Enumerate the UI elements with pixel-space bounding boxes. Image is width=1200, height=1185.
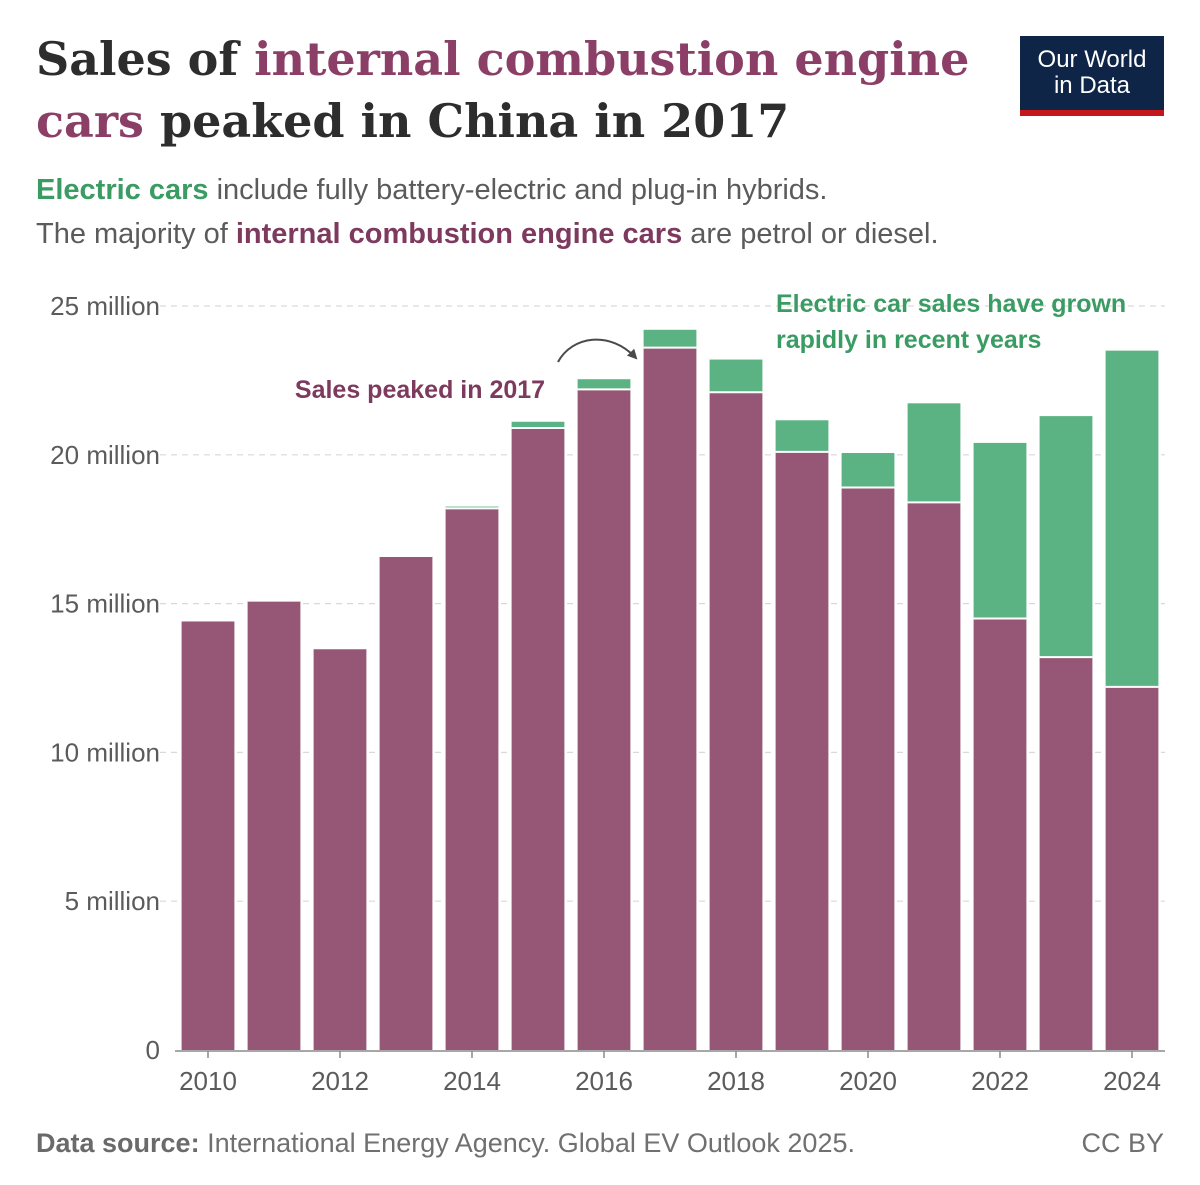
bar-ice-2012[interactable] (313, 648, 367, 1050)
title-part1: Sales of (36, 32, 255, 86)
license-link[interactable]: CC BY (1081, 1128, 1164, 1158)
chart-subtitle: Electric cars include fully battery-elec… (36, 168, 1156, 256)
x-tick-label: 2020 (839, 1066, 897, 1096)
x-tick-label: 2024 (1103, 1066, 1161, 1096)
annotations: Sales peaked in 2017 Electric car sales … (295, 290, 1126, 404)
footer-source: Data source: International Energy Agency… (36, 1128, 855, 1159)
bar-ice-2024[interactable] (1105, 686, 1159, 1050)
bar-ice-2023[interactable] (1039, 657, 1093, 1050)
bar-ice-2015[interactable] (511, 428, 565, 1050)
title-highlight: internal combustion engine cars (36, 32, 970, 148)
y-tick-label: 15 million (50, 589, 160, 619)
bar-ice-2019[interactable] (775, 451, 829, 1051)
y-tick-label: 20 million (50, 440, 160, 470)
bar-ice-2011[interactable] (247, 600, 301, 1050)
subtitle-line2: The majority of internal combustion engi… (36, 212, 1156, 256)
source-text: International Energy Agency. Global EV O… (199, 1128, 855, 1158)
axes: 0 5 million 10 million 15 million 20 million… (50, 291, 1165, 1096)
source-label: Data source: (36, 1128, 200, 1158)
x-tick-label: 2022 (971, 1066, 1029, 1096)
chart-title: Sales of internal combustion engine cars… (36, 28, 996, 152)
bar-ev-2018[interactable] (709, 359, 763, 393)
bar-ev-2016[interactable] (577, 379, 631, 390)
bar-ev-2019[interactable] (775, 420, 829, 452)
y-tick-label: 10 million (50, 737, 160, 767)
subtitle-ice-highlight: internal combustion engine cars (235, 218, 683, 250)
x-tick-label: 2012 (311, 1066, 369, 1096)
annotation-arrow (557, 338, 638, 363)
y-tick-label: 25 million (50, 291, 160, 321)
bar-ice-2017[interactable] (643, 347, 697, 1050)
subtitle-line2-start: The majority of (36, 218, 236, 250)
bar-ice-2021[interactable] (907, 502, 961, 1050)
annotation-ev-line1: Electric car sales have grown (776, 290, 1126, 318)
bar-ev-2020[interactable] (841, 453, 895, 488)
y-tick-label: 0 (146, 1035, 160, 1065)
bar-ev-2021[interactable] (907, 403, 961, 503)
x-tick-label: 2016 (575, 1066, 633, 1096)
bar-chart: 0 5 million 10 million 15 million 20 million… (50, 290, 1165, 1096)
title-part2: peaked in China in 2017 (143, 94, 790, 148)
x-tick-label: 2014 (443, 1066, 501, 1096)
bars (181, 329, 1159, 1051)
bar-ice-2016[interactable] (577, 389, 631, 1050)
subtitle-line1-rest: include fully battery-electric and plug-… (208, 174, 828, 206)
bar-ev-2017[interactable] (643, 329, 697, 348)
subtitle-ev-highlight: Electric cars (36, 174, 209, 206)
bar-ev-2023[interactable] (1039, 416, 1093, 658)
owid-logo[interactable]: Our World in Data (1020, 36, 1164, 116)
x-tick-label: 2010 (179, 1066, 237, 1096)
logo-line1: Our World (1037, 46, 1147, 73)
bar-ev-2024[interactable] (1105, 350, 1159, 687)
bar-ice-2020[interactable] (841, 487, 895, 1050)
annotation-sales-peaked: Sales peaked in 2017 (295, 376, 545, 404)
bar-ice-2013[interactable] (379, 555, 433, 1050)
bar-ice-2014[interactable] (445, 508, 499, 1050)
annotation-ev-line2: rapidly in recent years (776, 326, 1041, 354)
subtitle-line2-end: are petrol or diesel. (682, 218, 939, 250)
bar-ev-2022[interactable] (973, 442, 1027, 619)
bar-ice-2022[interactable] (973, 618, 1027, 1050)
logo-line2: in Data (1053, 72, 1131, 99)
x-tick-label: 2018 (707, 1066, 765, 1096)
subtitle-line1: Electric cars include fully battery-elec… (36, 168, 1156, 212)
y-tick-label: 5 million (65, 886, 160, 916)
bar-ice-2010[interactable] (181, 621, 235, 1050)
bar-ice-2018[interactable] (709, 392, 763, 1051)
bar-ev-2015[interactable] (511, 421, 565, 429)
